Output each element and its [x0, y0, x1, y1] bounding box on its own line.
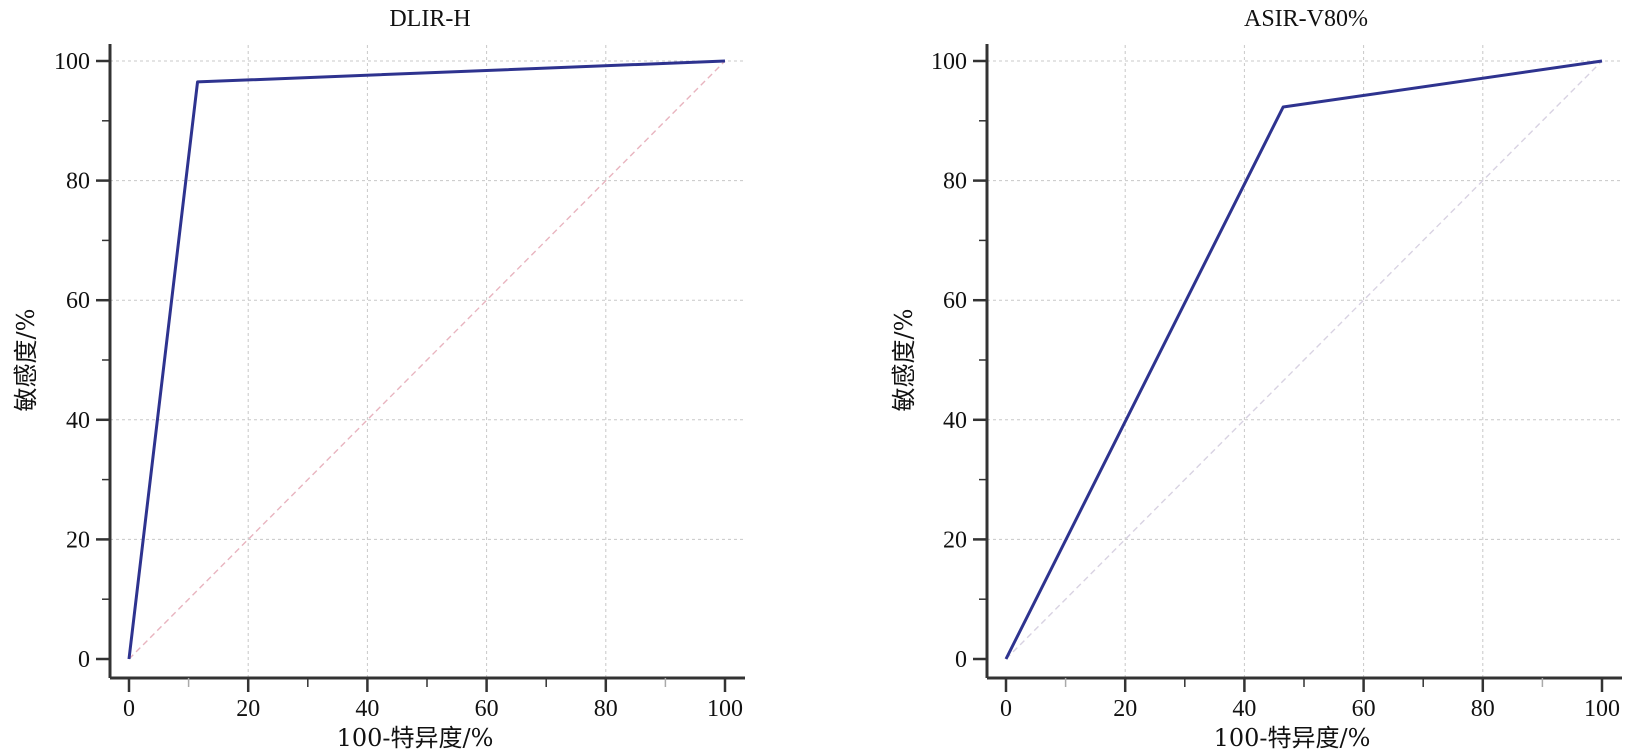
x-tick-label: 40 — [1232, 696, 1256, 722]
chart-title: DLIR-H — [389, 6, 470, 32]
y-tick-label: 60 — [66, 288, 90, 314]
x-tick-label: 0 — [123, 696, 135, 722]
x-tick-label: 100 — [707, 696, 743, 722]
x-tick-label: 0 — [1000, 696, 1012, 722]
x-tick-label: 80 — [1471, 696, 1495, 722]
y-tick-label: 40 — [943, 408, 967, 434]
y-tick-label: 100 — [54, 49, 90, 75]
grid — [110, 45, 745, 678]
y-tick-label: 20 — [66, 527, 90, 553]
roc-curve-series-1 — [127, 59, 726, 660]
x-axis-title: 100-特异度/% — [337, 724, 494, 752]
x-tick-label: 40 — [355, 696, 379, 722]
y-axis-title: 敏感度/% — [12, 309, 40, 412]
x-tick-label: 60 — [475, 696, 499, 722]
y-tick-label: 40 — [66, 408, 90, 434]
reference-diagonal-line — [1005, 60, 1603, 660]
x-tick-label: 80 — [594, 696, 618, 722]
y-tick-label: 20 — [943, 527, 967, 553]
reference-diagonal-line — [128, 60, 726, 660]
y-tick-label: 80 — [943, 169, 967, 195]
y-tick-label: 100 — [931, 49, 967, 75]
y-tick-label: 80 — [66, 169, 90, 195]
chart-panel-1: DLIR-H 0 20 40 60 80 100 0 20 40 60 80 100 100-特异度/% 敏… — [12, 6, 745, 752]
x-tick-label: 20 — [1113, 696, 1137, 722]
grid — [987, 45, 1622, 678]
chart-title: ASIR-V80% — [1244, 6, 1368, 32]
x-tick-label: 60 — [1352, 696, 1376, 722]
roc-curve-series-1 — [1004, 59, 1603, 660]
y-tick-label: 0 — [78, 647, 90, 673]
chart-panel-2: ASIR-V80% 0 20 40 60 80 100 0 20 40 60 80 100 100-特异度… — [890, 6, 1622, 752]
x-tick-label: 100 — [1584, 696, 1620, 722]
x-axis-title: 100-特异度/% — [1214, 724, 1371, 752]
y-tick-label: 60 — [943, 288, 967, 314]
y-axis-title: 敏感度/% — [890, 309, 918, 412]
x-tick-label: 20 — [236, 696, 260, 722]
y-tick-label: 0 — [955, 647, 967, 673]
